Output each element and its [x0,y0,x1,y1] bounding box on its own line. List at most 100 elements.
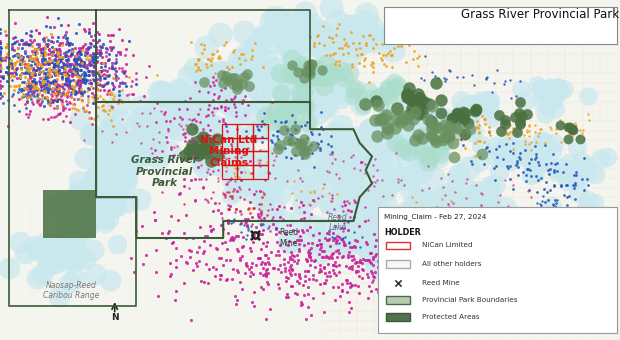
Point [288,227,298,233]
Point [186,147,196,152]
Point [69,70,79,75]
Point [221,157,231,162]
Point [363,295,373,301]
Point [309,198,319,204]
Point [83,215,93,220]
Point [25,86,35,91]
Point [10,35,20,40]
Point [289,141,299,146]
Point [80,79,90,84]
Point [264,224,273,229]
Point [300,268,310,273]
Point [387,35,397,41]
Point [188,151,198,157]
Point [48,88,58,94]
Point [490,177,500,183]
Point [381,266,391,271]
Point [371,264,381,269]
Point [480,254,490,259]
Point [533,223,542,229]
Point [340,42,350,48]
Point [417,150,427,155]
Point [83,46,93,51]
Point [91,86,101,91]
Point [79,63,89,68]
Point [71,63,81,69]
Point [339,39,348,44]
Point [135,197,145,202]
Point [477,279,487,284]
Point [301,99,311,104]
Point [448,140,458,146]
Point [95,53,105,58]
Point [462,177,472,182]
Point [548,151,558,157]
Point [337,282,347,287]
Point [12,66,22,71]
Point [520,148,529,153]
Point [112,52,122,57]
Point [389,233,399,239]
Point [483,278,493,283]
Point [44,86,54,92]
Point [554,274,564,280]
Point [528,289,538,294]
Point [290,152,300,157]
Point [51,62,61,68]
Point [529,234,539,240]
Point [345,284,355,290]
Point [149,105,159,110]
Point [235,208,245,214]
Point [404,207,414,213]
Point [87,52,97,57]
Point [139,93,149,98]
Point [247,47,257,53]
Point [101,72,111,78]
Point [239,152,249,158]
Point [115,51,125,57]
Point [88,37,98,42]
Point [357,275,367,280]
Point [69,64,79,69]
Point [206,228,216,233]
Point [338,235,348,241]
Point [377,238,387,243]
Point [51,67,61,72]
Point [195,150,205,155]
Point [281,154,291,160]
Point [35,101,45,106]
Point [108,124,118,129]
Point [315,241,325,246]
Point [415,286,425,292]
Point [463,291,473,297]
Point [338,191,348,196]
Point [56,71,66,76]
Point [382,87,392,92]
Point [549,167,559,172]
Point [86,115,95,121]
Point [388,177,398,183]
Point [279,19,289,25]
Point [423,117,433,122]
Point [82,62,92,67]
Text: All other holders: All other holders [422,261,481,267]
Point [111,179,121,184]
Point [9,83,19,89]
Point [185,139,195,144]
Point [270,141,280,147]
Point [26,96,36,101]
Point [85,217,95,223]
Point [570,183,580,188]
Point [279,127,289,133]
Point [237,173,247,179]
Point [581,295,591,301]
Point [47,89,57,94]
Point [64,41,74,47]
Point [236,51,246,57]
Point [84,31,94,36]
Point [24,95,33,100]
Point [29,82,38,87]
Point [536,90,546,96]
Point [11,69,20,75]
Point [536,159,546,165]
